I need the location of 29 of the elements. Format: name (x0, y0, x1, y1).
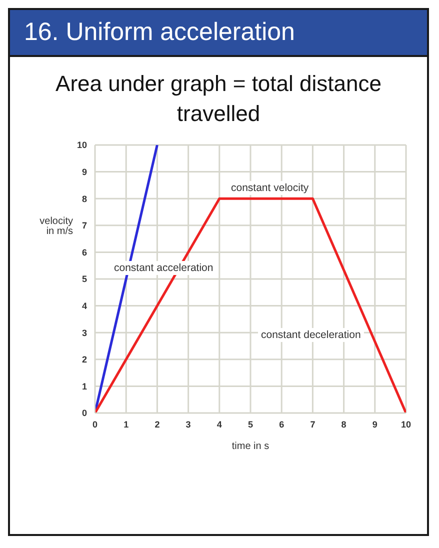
x-tick-label: 1 (124, 419, 129, 430)
y-tick-label: 10 (76, 140, 87, 150)
y-tick-label: 7 (82, 220, 87, 231)
y-tick-label: 9 (82, 166, 87, 177)
y-tick-label: 3 (82, 328, 87, 338)
y-tick-label: 8 (82, 194, 87, 204)
x-tick-label: 5 (248, 419, 254, 430)
y-tick-label: 2 (82, 354, 87, 365)
y-tick-label: 0 (82, 408, 87, 418)
annotation: constant velocity (228, 181, 312, 195)
y-tick-label: 1 (82, 381, 87, 392)
annotation: constant acceleration (111, 261, 216, 275)
x-tick-label: 6 (279, 419, 284, 430)
x-tick-label: 0 (92, 419, 98, 430)
x-tick-label: 10 (400, 419, 412, 430)
x-tick-label: 9 (372, 419, 378, 430)
x-tick-label: 4 (216, 419, 222, 430)
x-tick-label: 2 (154, 419, 160, 430)
x-axis-title: time in s (232, 441, 270, 452)
x-tick-label: 3 (186, 419, 191, 430)
y-tick-label: 6 (82, 247, 87, 258)
chart-subtitle: Area under graph = total distance travelled (54, 70, 382, 128)
y-tick-label: 4 (82, 300, 87, 311)
y-tick-label: 5 (82, 274, 87, 284)
annotation: constant deceleration (258, 328, 364, 342)
x-tick-label: 8 (341, 419, 346, 430)
chart-title: 16. Uniform acceleration (10, 10, 427, 57)
x-tick-label: 7 (310, 419, 316, 430)
y-axis-title: velocity in m/s (40, 216, 73, 237)
